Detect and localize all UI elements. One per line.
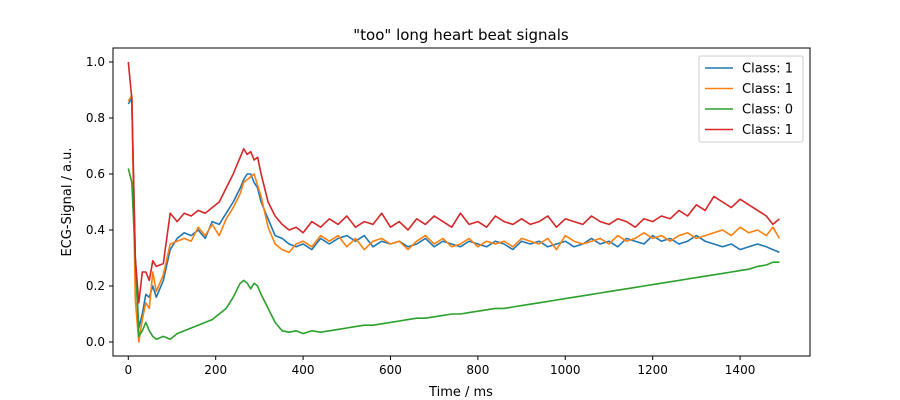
- y-tick-label: 0.2: [86, 279, 105, 293]
- x-axis: 0 200 400 600 800 1000 1200 1400: [124, 356, 755, 377]
- x-tick-label: 400: [292, 363, 315, 377]
- legend-label-4: Class: 1: [742, 123, 793, 138]
- x-tick-label: 800: [466, 363, 489, 377]
- legend-label-1: Class: 1: [742, 62, 793, 77]
- axes-frame: [112, 47, 811, 357]
- series-line-2: [127, 94, 781, 343]
- x-tick-label: 1400: [725, 363, 756, 377]
- x-axis-label: Time / ms: [428, 385, 493, 400]
- series-line-3: [127, 168, 780, 341]
- legend: Class: 1 Class: 1 Class: 0 Class: 1: [698, 55, 804, 143]
- x-tick-label: 1200: [637, 363, 668, 377]
- y-axis: 0.0 0.2 0.4 0.6 0.8 1.0: [86, 55, 113, 349]
- y-tick-label: 0.8: [86, 111, 105, 125]
- x-tick-label: 600: [379, 363, 402, 377]
- y-tick-label: 0.0: [86, 335, 105, 349]
- y-tick-label: 0.4: [86, 223, 105, 237]
- x-tick-label: 0: [124, 363, 132, 377]
- y-tick-label: 0.6: [86, 167, 105, 181]
- chart-title: "too" long heart beat signals: [353, 26, 569, 44]
- x-tick-label: 1000: [550, 363, 581, 377]
- plot-area: [127, 61, 781, 343]
- y-tick-label: 1.0: [86, 55, 105, 69]
- x-tick-label: 200: [204, 363, 227, 377]
- series-line-4: [127, 61, 780, 304]
- series-line-1: [127, 97, 780, 329]
- legend-label-2: Class: 1: [742, 82, 793, 97]
- y-axis-label: ECG-Signal / a.u.: [60, 147, 75, 256]
- legend-label-3: Class: 0: [742, 103, 793, 118]
- legend-box: [698, 55, 804, 143]
